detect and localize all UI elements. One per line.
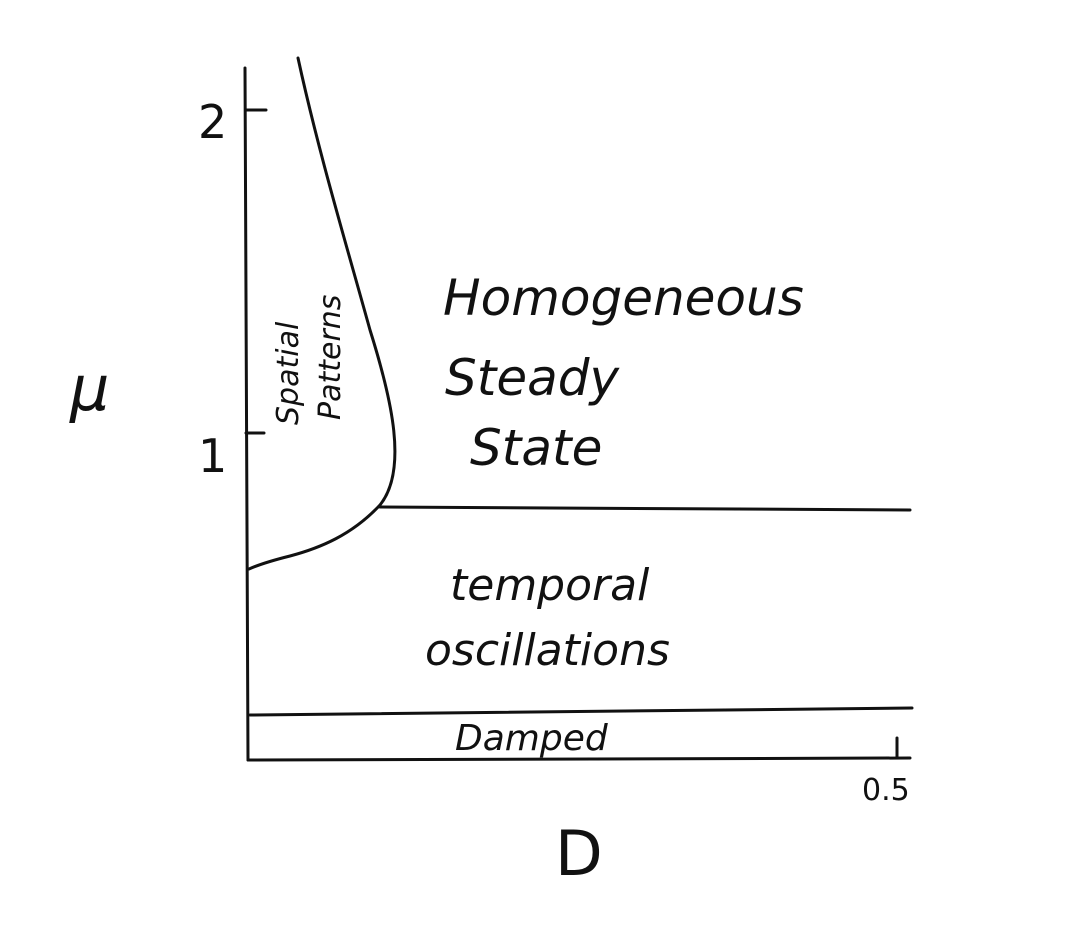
region-homogeneous-label-line3: State	[470, 419, 602, 477]
damped-boundary-line	[248, 706, 914, 717]
x-axis-line	[246, 756, 912, 762]
region-spatial-label-line2: Patterns	[313, 295, 348, 420]
region-damped-label: Damped	[455, 718, 609, 759]
region-spatial-label-line1: Spatial	[271, 321, 306, 425]
region-temporal-label-line2: oscillations	[425, 625, 670, 676]
spatial-pattern-boundary	[247, 56, 397, 571]
y-axis-label: μ	[69, 352, 109, 425]
x-tick-label-0.5: 0.5	[862, 773, 910, 808]
x-axis-label: D	[555, 817, 603, 890]
region-temporal-label-line1: temporal	[450, 560, 650, 611]
y-axis-line	[243, 66, 250, 762]
y-tick-label-1: 1	[198, 429, 227, 483]
region-homogeneous-label-line2: Steady	[445, 349, 620, 407]
region-homogeneous-label-line1: Homogeneous	[443, 269, 804, 327]
hopf-boundary-line	[378, 505, 912, 512]
y-tick-label-2: 2	[198, 95, 227, 149]
